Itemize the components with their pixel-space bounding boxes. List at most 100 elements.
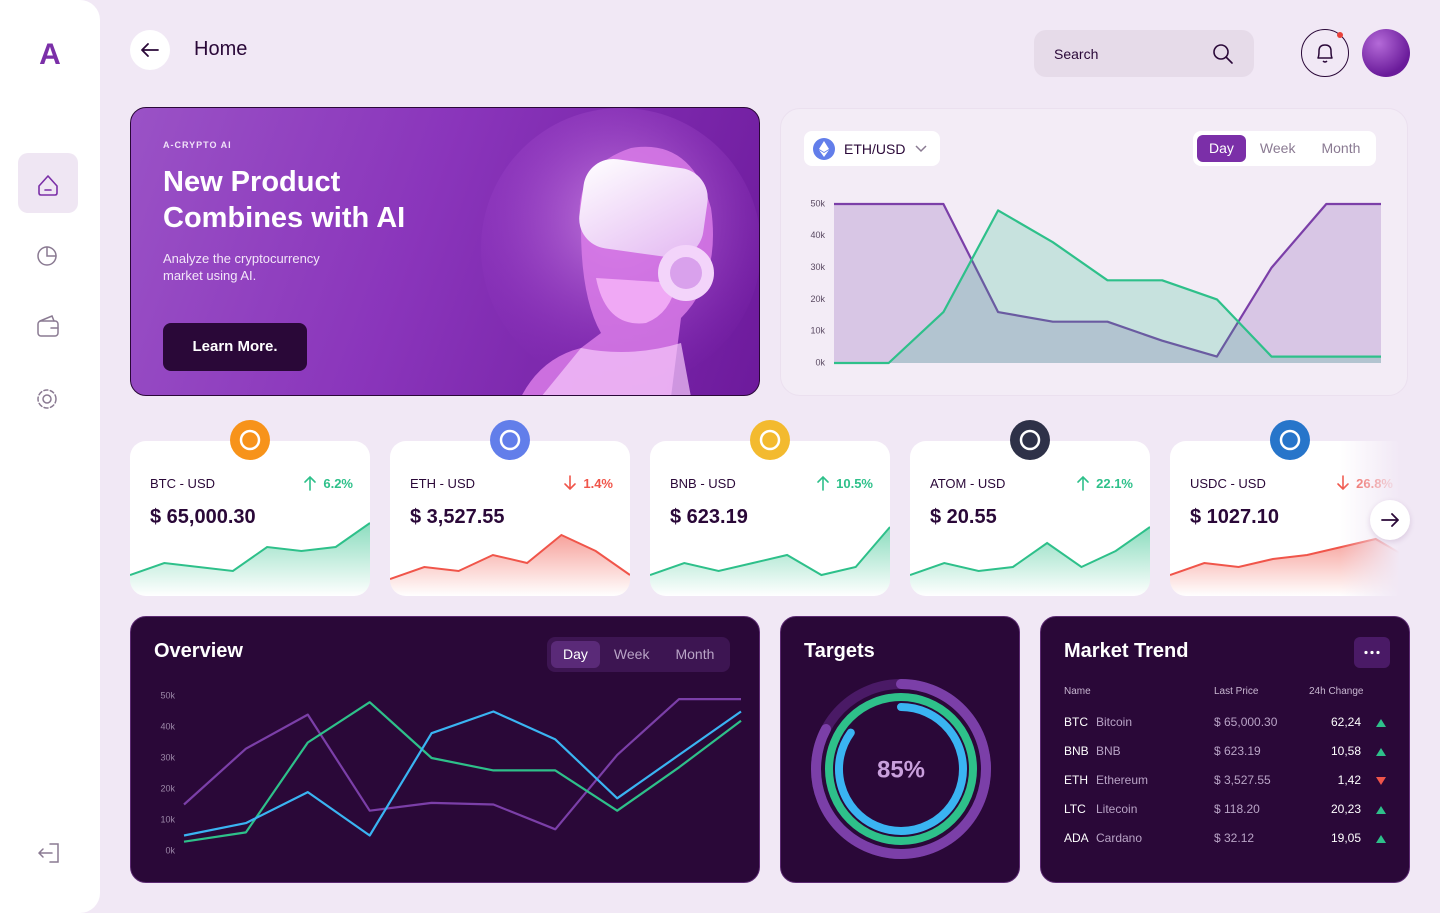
- series-line: [834, 202, 1381, 358]
- page-title: Home: [194, 38, 248, 60]
- avatar[interactable]: [1362, 29, 1410, 77]
- banner-text-line: Analyze the cryptocurrency: [163, 251, 320, 266]
- column-header: 24h Change: [1309, 686, 1364, 697]
- tab[interactable]: Month: [1321, 140, 1361, 156]
- coin-glyph: [239, 429, 261, 451]
- ticker-price: $ 20.55: [930, 506, 997, 528]
- spark-line: [650, 526, 890, 577]
- change-indicator: [1376, 777, 1386, 785]
- settings-icon[interactable]: [42, 394, 52, 404]
- more-button[interactable]: [1354, 637, 1390, 668]
- row-price: $ 65,000.30: [1214, 715, 1278, 729]
- tab[interactable]: Week: [1259, 140, 1296, 156]
- row-name: Litecoin: [1096, 802, 1138, 816]
- row-price: $ 623.19: [1214, 744, 1261, 758]
- coin-glyph: [499, 429, 521, 451]
- column-header: Name: [1064, 686, 1091, 697]
- triangle: [1376, 719, 1386, 727]
- coin-icon: [750, 420, 790, 460]
- coin-glyph-ring: [239, 429, 261, 451]
- ticker-pair: ATOM - USD: [930, 476, 1006, 491]
- bell-icon: [1317, 32, 1343, 63]
- coin-glyph-ring: [499, 429, 521, 451]
- pair-selector[interactable]: ETH/USD: [804, 131, 940, 166]
- search-box[interactable]: Search: [1034, 30, 1254, 77]
- ring-outer: [811, 679, 991, 859]
- ticker-price: $ 1027.10: [1190, 506, 1279, 528]
- coin-icon: [1010, 420, 1050, 460]
- spark-area: [390, 535, 630, 596]
- notifications[interactable]: [1301, 29, 1349, 77]
- target-arc: [834, 703, 967, 835]
- y-tick-label: 30k: [160, 752, 175, 762]
- area-fill: [834, 204, 1381, 363]
- row-change: 1,42: [1337, 773, 1361, 787]
- learn-more-button[interactable]: Learn More.: [163, 323, 307, 371]
- banner-title-line: New Product: [163, 166, 341, 198]
- y-tick-label: 50k: [810, 198, 825, 208]
- targets-panel: Targets 85%: [780, 616, 1020, 883]
- pair-label: ETH/USD: [844, 141, 906, 157]
- nav-home[interactable]: [18, 153, 78, 213]
- series-line: [183, 701, 742, 843]
- sidebar-icons: [37, 175, 59, 863]
- tab[interactable]: Month: [675, 646, 715, 662]
- coin-glyph: [1019, 429, 1041, 451]
- arrow: [304, 475, 316, 491]
- sparkline: [650, 526, 890, 596]
- coin-icon: [230, 420, 270, 460]
- change-indicator: [1376, 835, 1386, 843]
- area-fill: [834, 210, 1381, 363]
- settings-icon-ring: [37, 389, 57, 409]
- back-button[interactable]: [130, 30, 170, 70]
- next-arrow: [1381, 513, 1399, 527]
- tab[interactable]: Day: [551, 641, 600, 668]
- row-change: 10,58: [1330, 744, 1361, 758]
- ticker-change: 10.5%: [836, 476, 873, 491]
- row-symbol: LTC: [1064, 802, 1086, 816]
- triangle: [1376, 748, 1386, 756]
- change-indicator: [1376, 719, 1386, 727]
- next-button[interactable]: [1370, 500, 1410, 540]
- ticker-card: BTC - USD 6.2% $ 65,000.30: [130, 441, 370, 596]
- change-indicator: [1376, 748, 1386, 756]
- ticker-card: ATOM - USD 22.1% $ 20.55: [910, 441, 1150, 596]
- targets-title: Targets: [804, 640, 875, 662]
- ticker-pair: BTC - USD: [150, 476, 215, 491]
- y-tick-label: 0k: [165, 845, 175, 855]
- ticker-card: BNB - USD 10.5% $ 623.19: [650, 441, 890, 596]
- spark-line: [130, 522, 370, 576]
- row-name: Bitcoin: [1096, 715, 1133, 729]
- ticker-pair: BNB - USD: [670, 476, 736, 491]
- column-header: Last Price: [1214, 686, 1259, 697]
- overview-chart: 0k 10k 20k 30k 40k 50k: [160, 690, 742, 855]
- ring-middle: [825, 693, 977, 845]
- ticker-pair: ETH - USD: [410, 476, 475, 491]
- change-arrow: [1077, 475, 1089, 491]
- market-trend-title: Market Trend: [1064, 640, 1189, 662]
- row-name: Ethereum: [1096, 773, 1149, 787]
- targets-rings: 85%: [811, 679, 991, 859]
- row-change: 19,05: [1330, 831, 1361, 845]
- spark-line: [390, 533, 630, 580]
- tab[interactable]: Day: [1197, 135, 1246, 162]
- row-price: $ 3,527.55: [1214, 773, 1271, 787]
- eth-icon: [813, 138, 835, 160]
- ticker-card: ETH - USD 1.4% $ 3,527.55: [390, 441, 630, 596]
- banner-eyebrow: A-CRYPTO AI: [163, 140, 232, 150]
- y-tick-label: 10k: [810, 326, 825, 336]
- banner-title: New Product Combines with AI: [163, 164, 405, 236]
- spark-area: [910, 527, 1150, 596]
- logout-icon[interactable]: [37, 843, 59, 863]
- coin-glyph: [1279, 429, 1301, 451]
- home-icon[interactable]: [38, 175, 58, 196]
- vr-illustration: [481, 108, 759, 395]
- arrow: [817, 475, 829, 491]
- target-value: 85%: [877, 756, 925, 783]
- row-symbol: ETH: [1064, 773, 1088, 787]
- search-placeholder: Search: [1054, 46, 1099, 62]
- chart-icon-line: [46, 246, 57, 257]
- tab[interactable]: Week: [613, 646, 650, 662]
- ticker-price: $ 65,000.30: [150, 506, 256, 528]
- sidebar: [0, 0, 100, 913]
